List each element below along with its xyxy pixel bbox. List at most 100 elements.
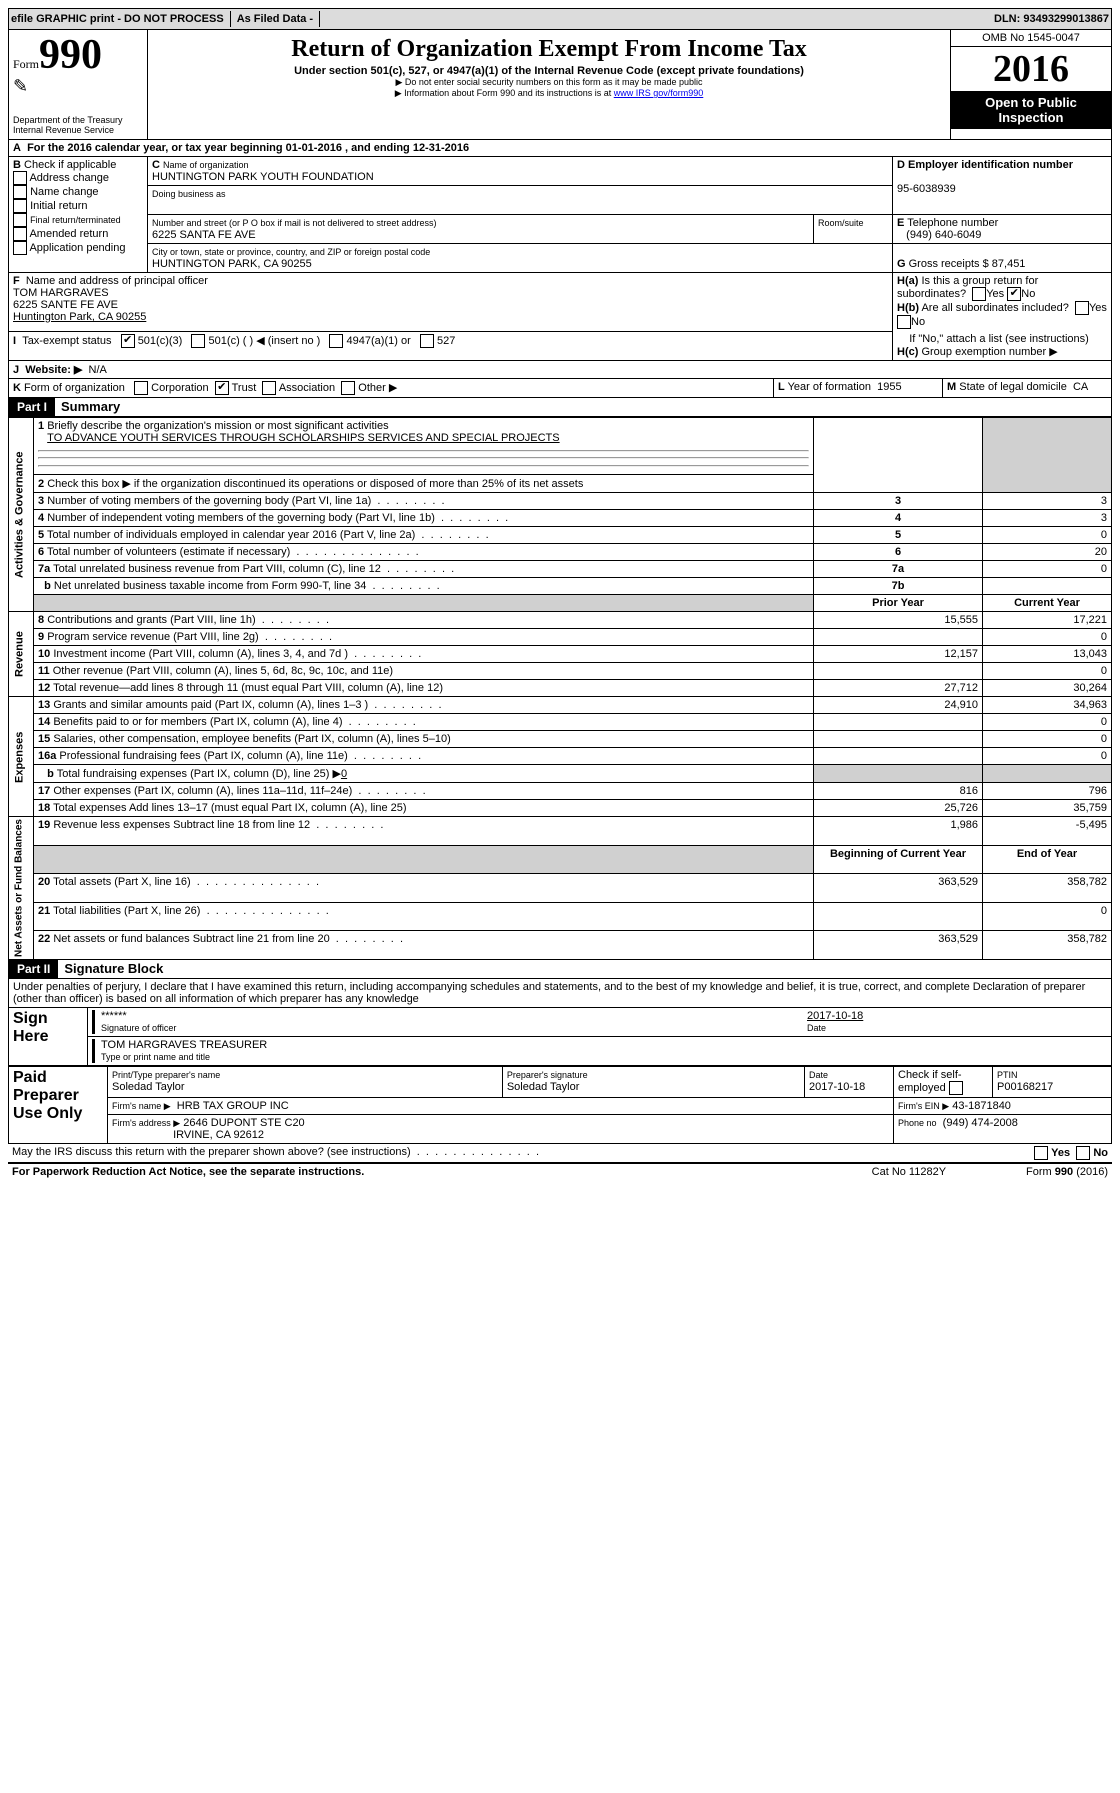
cat-no: Cat No 11282Y [872,1166,946,1178]
firm-city: IRVINE, CA 92612 [173,1129,264,1141]
paid-preparer-label: Paid Preparer Use Only [9,1067,108,1144]
footer: For Paperwork Reduction Act Notice, see … [8,1164,1112,1180]
paid-preparer-block: Paid Preparer Use Only Print/Type prepar… [8,1066,1112,1144]
c9: 0 [983,629,1112,646]
chk-final[interactable] [13,213,27,227]
line5-label: Total number of individuals employed in … [47,529,489,541]
v7a: 0 [983,561,1112,578]
tax-year: 2016 [951,47,1111,91]
chk-527[interactable] [420,334,434,348]
p12: 27,712 [814,680,983,697]
ptin: P00168217 [997,1081,1053,1093]
line11-label: Other revenue (Part VIII, column (A), li… [53,665,393,677]
b-label: Check if applicable [24,159,116,171]
dln-value: 93493299013867 [1023,13,1109,25]
hc-label: Group exemption number ▶ [921,346,1057,358]
line22-label: Net assets or fund balances Subtract lin… [53,933,403,945]
line1-label: Briefly describe the organization's miss… [47,420,388,432]
side-ag: Activities & Governance [9,418,34,612]
v7b [983,578,1112,595]
officer-street: 6225 SANTE FE AVE [13,299,118,311]
preparer-date: 2017-10-18 [809,1081,865,1093]
line4-label: Number of independent voting members of … [47,512,508,524]
line-j: J Website: ▶ N/A [8,361,1112,379]
hb-yes[interactable] [1075,301,1089,315]
note1: ▶ Do not enter social security numbers o… [152,77,946,88]
part1-header: Part ISummary [8,398,1112,417]
c22: 358,782 [983,931,1112,960]
chk-selfemp[interactable] [949,1081,963,1095]
sig-stars: ****** [101,1010,127,1022]
room-label: Room/suite [818,218,864,228]
p21 [814,902,983,931]
irs-link[interactable]: www IRS gov/form990 [614,88,704,98]
officer-name: TOM HARGRAVES [13,287,109,299]
chk-corp[interactable] [134,381,148,395]
line21-label: Total liabilities (Part X, line 26) [53,905,329,917]
line14-label: Benefits paid to or for members (Part IX… [53,716,416,728]
c11: 0 [983,663,1112,680]
p17: 816 [814,783,983,800]
firm-name: HRB TAX GROUP INC [177,1100,289,1112]
c13: 34,963 [983,697,1112,714]
p10: 12,157 [814,646,983,663]
street-label: Number and street (or P O box if mail is… [152,218,436,228]
line18-label: Total expenses Add lines 13–17 (must equ… [53,802,406,814]
chk-4947[interactable] [329,334,343,348]
chk-other[interactable] [341,381,355,395]
officer-city: Huntington Park, CA 90255 [13,311,146,323]
p19: 1,986 [814,817,983,846]
preparer-sig: Soledad Taylor [507,1081,580,1093]
p22: 363,529 [814,931,983,960]
city-label: City or town, state or province, country… [152,247,430,257]
discuss-no[interactable] [1076,1146,1090,1160]
chk-501c[interactable] [191,334,205,348]
p9 [814,629,983,646]
firm-address: 2646 DUPONT STE C20 [183,1117,304,1129]
chk-501c3[interactable]: ✔ [121,334,135,348]
line20-label: Total assets (Part X, line 16) [53,876,319,888]
chk-trust[interactable]: ✔ [215,381,229,395]
pra-notice: For Paperwork Reduction Act Notice, see … [12,1166,364,1178]
line15-label: Salaries, other compensation, employee b… [53,733,450,745]
c10: 13,043 [983,646,1112,663]
hb-label: Are all subordinates included? [921,302,1068,314]
beg-year-hdr: Beginning of Current Year [814,845,983,874]
v5: 0 [983,527,1112,544]
chk-app[interactable] [13,241,27,255]
dba-label: Doing business as [152,189,226,199]
city: HUNTINGTON PARK, CA 90255 [152,258,312,270]
c18: 35,759 [983,800,1112,817]
hb-no[interactable] [897,315,911,329]
line13-label: Grants and similar amounts paid (Part IX… [53,699,441,711]
ha-yes[interactable] [972,287,986,301]
telephone: (949) 640-6049 [906,229,981,241]
chk-amended[interactable] [13,227,27,241]
preparer-name: Soledad Taylor [112,1081,185,1093]
chk-address[interactable] [13,171,27,185]
side-exp: Expenses [9,697,34,817]
part2-header: Part IISignature Block [8,960,1112,979]
c12: 30,264 [983,680,1112,697]
form-foot: Form 990 (2016) [1026,1166,1108,1178]
chk-assoc[interactable] [262,381,276,395]
asfiled-text: As Filed Data - [237,13,313,25]
omb-number: OMB No 1545-0047 [951,30,1111,47]
chk-initial[interactable] [13,199,27,213]
line10-label: Investment income (Part VIII, column (A)… [53,648,421,660]
form990-logo: Form990 [13,34,143,76]
side-na: Net Assets or Fund Balances [9,817,34,960]
street: 6225 SANTA FE AVE [152,229,256,241]
header-grid: B Check if applicable Address change Nam… [8,157,1112,361]
f-label: Name and address of principal officer [26,275,208,287]
sig-date: 2017-10-18 [807,1010,863,1022]
p20: 363,529 [814,874,983,903]
chk-name[interactable] [13,185,27,199]
note2: ▶ Information about Form 990 and its ins… [152,88,946,99]
m-label: State of legal domicile [959,381,1067,393]
discuss-yes[interactable] [1034,1146,1048,1160]
p13: 24,910 [814,697,983,714]
ha-no[interactable]: ✔ [1007,287,1021,301]
p16a [814,748,983,765]
dept-text: Department of the Treasury [13,115,143,125]
